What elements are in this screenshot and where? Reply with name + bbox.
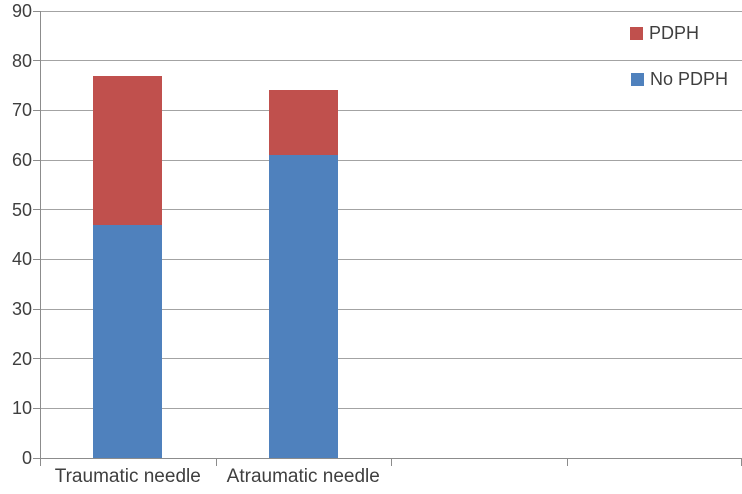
bar-segment-atraumatic-needle-pdph — [268, 90, 338, 156]
gridline-60 — [40, 159, 742, 161]
x-tick-0 — [40, 459, 41, 466]
gridline-20 — [40, 358, 742, 360]
y-axis-label-70: 70 — [11, 100, 32, 121]
gridline-70 — [40, 109, 742, 111]
y-axis-label-60: 60 — [11, 150, 32, 170]
y-axis-label-10: 10 — [11, 398, 32, 419]
legend-label-no-pdph: No PDPH — [650, 69, 729, 89]
y-axis-label-30: 30 — [11, 299, 32, 319]
y-tick-30 — [33, 308, 41, 310]
y-tick-90 — [33, 10, 41, 12]
x-tick-1 — [215, 459, 217, 466]
y-axis-label-80: 80 — [11, 50, 32, 71]
legend-label-pdph: PDPH — [649, 23, 700, 43]
y-tick-0 — [33, 457, 41, 459]
y-tick-50 — [33, 209, 41, 211]
legend-entry-no-pdph: No PDPH — [631, 69, 728, 90]
y-tick-10 — [33, 407, 41, 409]
y-tick-20 — [33, 358, 41, 360]
y-tick-40 — [33, 258, 41, 260]
y-axis-label-50: 50 — [11, 199, 32, 220]
y-axis-label-90: 90 — [11, 1, 32, 21]
y-axis-label-0: 0 — [21, 448, 32, 468]
bar-segment-atraumatic-needle-no-pdph — [268, 155, 338, 458]
bar-segment-traumatic-needle-pdph — [93, 75, 163, 225]
legend-entry-pdph: PDPH — [630, 23, 699, 44]
x-axis-label-traumatic-needle: Traumatic needle — [54, 466, 201, 487]
gridline-90 — [40, 10, 742, 12]
y-axis-label-20: 20 — [11, 348, 32, 369]
y-tick-60 — [33, 159, 41, 161]
legend-swatch-pdph — [630, 27, 643, 40]
y-tick-80 — [33, 60, 41, 62]
y-axis-label-40: 40 — [11, 249, 32, 270]
gridline-50 — [40, 209, 742, 211]
bar-segment-traumatic-needle-no-pdph — [93, 224, 163, 458]
x-tick-2 — [391, 459, 392, 466]
gridline-80 — [40, 60, 742, 62]
legend-swatch-no-pdph — [631, 73, 644, 86]
x-axis-label-atraumatic-needle: Atraumatic needle — [226, 466, 380, 487]
x-axis-line — [40, 458, 742, 459]
y-tick-70 — [33, 109, 41, 111]
gridline-10 — [40, 407, 742, 409]
gridline-40 — [40, 258, 742, 260]
y-axis-line — [40, 11, 41, 464]
x-tick-3 — [566, 459, 568, 466]
gridline-30 — [40, 308, 742, 310]
